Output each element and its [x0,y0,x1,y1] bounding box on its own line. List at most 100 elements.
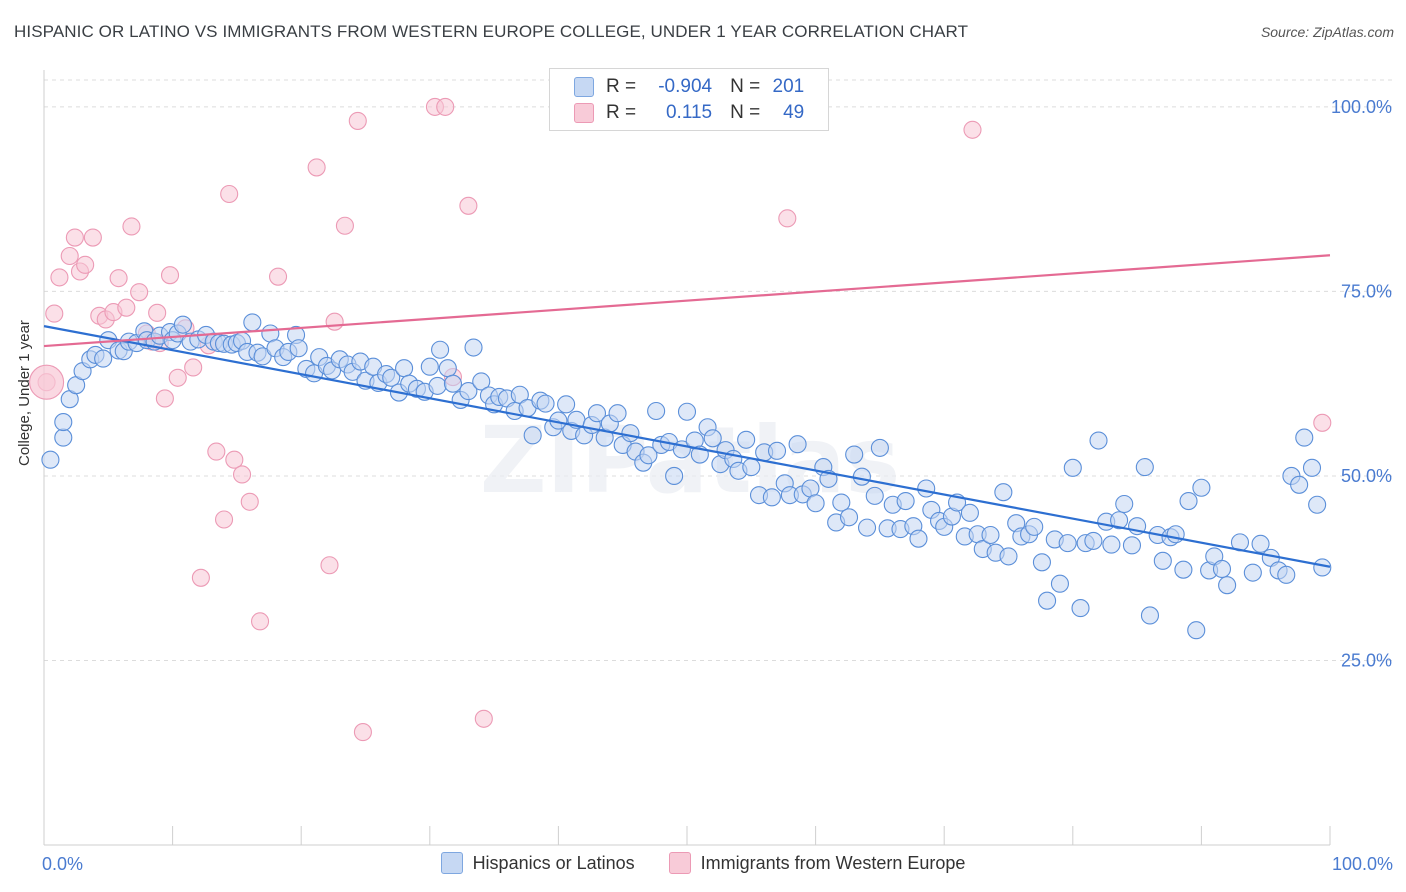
data-point-hispanics [909,529,928,548]
data-point-immigrants [130,283,149,302]
data-point-hispanics [865,486,884,505]
data-point-hispanics [54,413,73,432]
data-point-immigrants [778,209,797,228]
legend: Hispanics or Latinos Immigrants from Wes… [0,852,1406,874]
legend-item-immigrants[interactable]: Immigrants from Western Europe [668,852,966,874]
data-point-immigrants [474,709,493,728]
data-point-immigrants [65,228,84,247]
data-point-immigrants [122,217,141,236]
data-point-immigrants [250,612,270,631]
data-point-hispanics [1243,563,1262,582]
data-point-hispanics [1302,458,1322,477]
legend-swatch-blue [440,852,463,874]
data-point-hispanics [960,503,979,522]
r-label: R = [606,102,637,123]
data-point-hispanics [431,340,450,359]
data-point-immigrants [1313,413,1332,432]
n-value: 201 [772,76,805,97]
data-point-immigrants [220,184,239,204]
data-point-hispanics [1313,558,1332,577]
trend-lines [43,254,1331,568]
data-point-hispanics [41,450,60,469]
data-point-hispanics [1122,536,1142,555]
y-tick-label: 75.0% [1341,281,1392,301]
data-point-immigrants [50,268,69,287]
data-point-hispanics [382,368,401,387]
data-point-hispanics [587,404,607,423]
data-point-hispanics [1212,559,1232,579]
data-point-hispanics [464,338,483,357]
data-point-immigrants [191,568,210,587]
legend-label: Immigrants from Western Europe [700,852,966,873]
data-point-hispanics [1277,565,1296,584]
data-point-immigrants [60,246,79,266]
n-value: 49 [783,102,805,123]
data-point-hispanics [1032,553,1051,572]
data-point-hispanics [420,357,439,376]
chart-title: HISPANIC OR LATINO VS IMMIGRANTS FROM WE… [14,22,969,41]
data-point-immigrants [207,442,226,461]
stats-row-blue: R = -0.904 N = 201 [574,74,804,100]
stats-swatch-pink [574,103,594,123]
data-point-hispanics [852,467,871,486]
x-tick-label: 0.0% [42,854,83,874]
data-point-hispanics [523,426,542,445]
data-point-hispanics [742,458,761,477]
data-point-immigrants [155,389,174,408]
data-point-hispanics [639,446,658,465]
data-point-immigrants [353,723,372,742]
data-point-hispanics [472,372,491,391]
data-point-hispanics [1110,511,1129,530]
data-point-immigrants [325,312,344,331]
legend-item-hispanics[interactable]: Hispanics or Latinos [440,852,635,874]
data-point-hispanics [896,491,915,511]
data-point-hispanics [1251,534,1270,553]
data-point-hispanics [243,313,262,332]
data-point-hispanics [1063,458,1082,477]
stats-box: R = -0.904 N = 201 R = 0.115 N = 49 [549,68,829,131]
data-point-immigrants [225,450,244,469]
data-point-immigrants [269,267,288,286]
data-point-hispanics [1050,574,1069,593]
data-point-immigrants [184,358,203,377]
data-point-hispanics [1038,591,1057,610]
data-point-immigrants [335,216,354,235]
data-point-hispanics [994,483,1013,502]
y-axis-label: College, Under 1 year [16,320,33,466]
data-point-hispanics [1025,517,1044,536]
data-point-hispanics [917,479,936,498]
data-point-hispanics [1102,535,1121,554]
data-point-hispanics [1218,576,1237,595]
data-point-hispanics [1174,560,1193,579]
data-point-hispanics [1166,525,1185,544]
data-point-hispanics [289,339,308,358]
data-point-hispanics [981,525,1000,545]
data-point-hispanics [1192,478,1211,497]
data-point-hispanics [845,445,864,464]
data-point-immigrants [168,368,187,387]
y-tick-label: 100.0% [1331,97,1392,117]
data-point-hispanics [788,435,807,454]
data-point-immigrants [83,228,102,247]
data-point-immigrants [307,158,326,177]
data-point-hispanics [762,488,781,507]
data-point-hispanics [665,466,684,486]
data-point-hispanics [839,508,859,527]
data-point-immigrants [320,556,339,575]
data-point-immigrants [148,303,167,322]
legend-swatch-pink [668,852,691,874]
data-point-hispanics [510,385,529,404]
data-point-hispanics [1089,431,1108,450]
data-point-hispanics [767,441,787,460]
stats-row-pink: R = 0.115 N = 49 [574,100,804,126]
r-label: R = [606,76,637,97]
data-point-hispanics [1290,475,1309,494]
data-point-hispanics [647,401,666,421]
data-point-hispanics [1058,534,1077,553]
data-point-hispanics [1135,458,1154,477]
data-point-hispanics [1140,606,1160,625]
trend-line-immigrants [43,254,1331,348]
data-point-immigrants [436,97,455,116]
data-point-hispanics [1295,428,1314,447]
